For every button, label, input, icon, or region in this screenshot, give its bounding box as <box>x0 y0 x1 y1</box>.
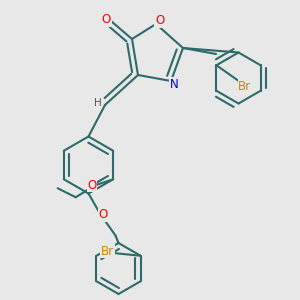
Text: O: O <box>102 13 111 26</box>
Text: Br: Br <box>238 80 251 93</box>
Text: Br: Br <box>101 245 114 258</box>
Text: O: O <box>99 208 108 221</box>
Text: O: O <box>88 179 97 192</box>
Text: H: H <box>94 98 101 109</box>
Text: N: N <box>169 77 178 91</box>
Text: O: O <box>155 14 164 28</box>
